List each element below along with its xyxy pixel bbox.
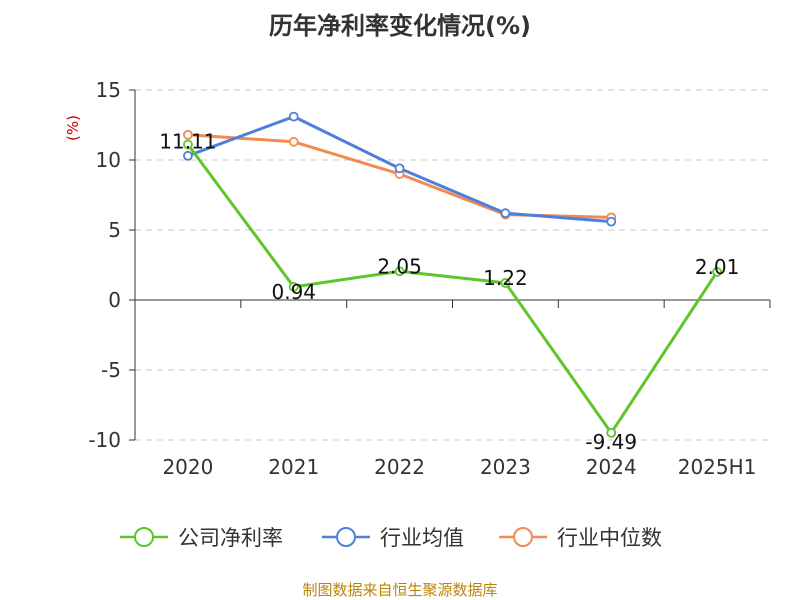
x-tick-label: 2022 — [374, 455, 425, 479]
data-point — [183, 150, 193, 161]
data-point — [394, 163, 405, 174]
data-point — [606, 216, 617, 227]
x-tick-label: 2024 — [586, 455, 637, 479]
y-tick-label: 0 — [108, 288, 121, 312]
data-label: 0.94 — [271, 280, 316, 304]
data-point — [288, 281, 299, 292]
data-label: 1.22 — [483, 266, 528, 290]
y-tick-label: 15 — [96, 78, 121, 102]
data-point — [183, 129, 193, 140]
y-axis-unit-label: (%) — [64, 115, 82, 141]
data-point — [394, 266, 405, 277]
axis-layer: 15 10 5 0 -5 -10 2020 2021 2022 2023 2024 2025H1 — [88, 78, 771, 479]
data-label: 2.01 — [695, 255, 740, 279]
data-label: 2.05 — [377, 254, 422, 278]
y-tick-label: -5 — [101, 358, 121, 382]
data-label-layer: 11.11 0.94 2.05 1.22 -9.49 2.01 — [159, 129, 739, 453]
legend-marker-icon — [336, 527, 356, 547]
data-label: 11.11 — [159, 129, 216, 153]
y-tick-label: -10 — [88, 428, 121, 452]
data-point — [183, 139, 193, 150]
series-layer — [183, 111, 722, 438]
x-tick-label: 2020 — [162, 455, 213, 479]
data-label: -9.49 — [585, 430, 637, 454]
grid-layer — [135, 89, 770, 441]
legend-label: 公司净利率 — [178, 526, 283, 550]
data-point — [606, 427, 617, 438]
y-tick-label: 5 — [108, 218, 121, 242]
data-point — [712, 266, 722, 277]
legend-label: 行业均值 — [380, 526, 464, 550]
data-point — [288, 111, 299, 122]
legend-label: 行业中位数 — [557, 526, 662, 550]
y-tick-label: 10 — [96, 148, 121, 172]
legend-marker-icon — [513, 527, 533, 547]
data-point — [500, 278, 511, 288]
legend-marker-icon — [134, 527, 154, 547]
data-point — [500, 208, 511, 219]
legend-item-1: 行业均值 — [322, 526, 464, 550]
x-tick-label: 2023 — [480, 455, 531, 479]
chart-title: 历年净利率变化情况(%) — [269, 12, 531, 40]
data-source-note: 制图数据来自恒生聚源数据库 — [302, 581, 497, 599]
legend: 公司净利率 行业均值 行业中位数 — [120, 526, 662, 550]
legend-item-0: 公司净利率 — [120, 526, 283, 550]
legend-item-2: 行业中位数 — [499, 526, 662, 550]
x-tick-label: 2025H1 — [678, 455, 757, 479]
data-point — [288, 136, 299, 147]
x-tick-label: 2021 — [268, 455, 319, 479]
series-line-0 — [186, 143, 719, 435]
